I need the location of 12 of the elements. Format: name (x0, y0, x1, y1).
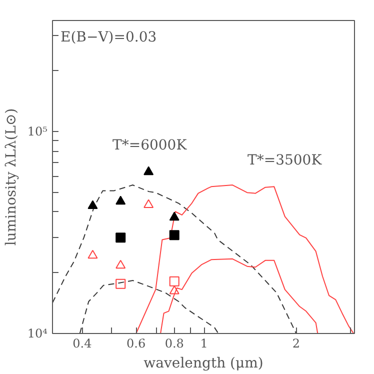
annotation: E(B−V)=0.03 (60, 30, 157, 46)
x-tick-label: 0.8 (164, 336, 184, 350)
y-tick-label: 10⁴ (27, 326, 48, 340)
x-tick-label: 0.6 (126, 336, 146, 350)
y-axis-title: luminosity λLλ(L⊙) (3, 108, 20, 246)
annotation: T*=6000K (112, 138, 188, 154)
y-tick-label: 10⁵ (27, 124, 48, 138)
x-tick-label: 2 (292, 336, 300, 350)
x-tick-label: 1 (200, 336, 208, 350)
x-axis-title: wavelength (μm) (144, 356, 264, 372)
x-tick-label: 0.4 (72, 336, 92, 350)
annotation: T*=3500K (248, 152, 322, 168)
